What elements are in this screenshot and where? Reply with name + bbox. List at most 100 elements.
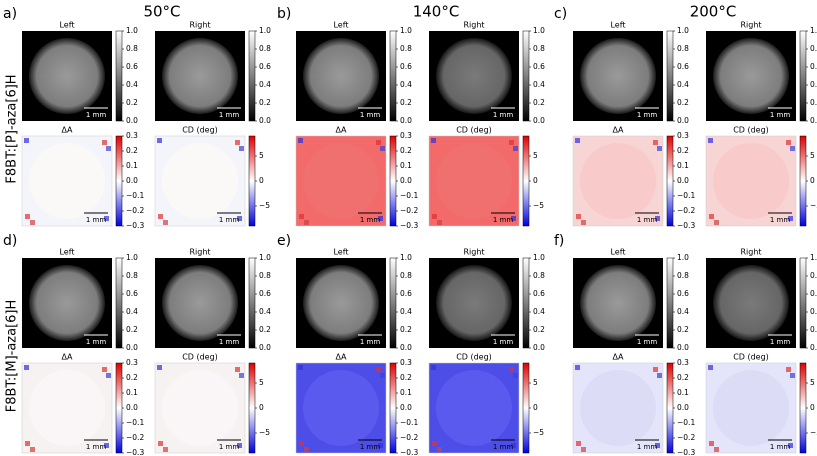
row-label: F8BT:[P]-aza[6]H [5,74,20,183]
scale-bar-label: 1 mm [86,443,106,451]
colorbar-tick-label: 1.0 [810,26,817,35]
colorbar-tick-label: 0.6 [533,289,545,298]
colorbar [115,135,123,227]
edge-pixel [513,146,518,151]
map-disc [162,143,238,219]
sample-disc [436,38,512,114]
colorbar [248,362,256,454]
colorbar-tick-label: 0.4 [259,80,271,89]
edge-pixel [163,447,168,452]
sample-disc [580,265,656,341]
scale-bar-label: 1 mm [493,216,513,224]
colorbar [522,257,530,349]
edge-pixel [431,138,436,143]
panels: F8BT:[P]-aza[6]H a) 50°C Left 1 mm 0.0 0.2 0.4 0… [3,3,817,456]
colorbar-tick-label: −0.1 [677,191,695,200]
scale-bar-label: 1 mm [637,111,657,119]
edge-pixel [714,447,719,452]
scale-bar-label: 1 mm [770,338,790,346]
colorbar-tick-label: −5 [533,201,544,210]
colorbar [799,30,807,122]
edge-pixel [788,216,793,221]
colorbar-tick-label: 1.0 [259,26,271,35]
image-title: Right [740,21,761,30]
colorbar-tick-label: −0.2 [400,433,418,442]
map-disc [162,370,238,446]
edge-pixel [25,441,30,446]
scale-bar-label: 1 mm [219,338,239,346]
image-title: CD (deg) [456,126,492,135]
colorbar-tick-label: 0 [533,176,538,185]
colorbar-tick-label: 0.8 [126,271,138,280]
colorbar-tick-label: 0.8 [677,271,689,280]
colorbar [522,30,530,122]
colorbar-tick-label: 1.0 [810,253,817,262]
colorbar-tick-label: 0.2 [126,373,138,382]
edge-pixel [437,220,442,225]
edge-pixel [24,138,29,143]
colorbar-tick-label: −0.2 [126,433,144,442]
scale-bar-label: 1 mm [360,111,380,119]
colorbar-tick-label: 0.8 [810,44,817,53]
edge-pixel [376,140,381,145]
image-title: Right [463,21,484,30]
colorbar-tick-label: 5 [533,151,538,160]
colorbar-tick-label: −5 [810,428,817,437]
map-disc [29,370,105,446]
colorbar-tick-label: 0.2 [810,98,817,107]
colorbar-tick-label: 0.3 [400,131,412,140]
colorbar-tick-label: 0.2 [677,373,689,382]
map-disc [580,370,656,446]
edge-pixel [786,367,791,372]
edge-pixel [511,443,516,448]
colorbar-tick-label: 0.6 [259,289,271,298]
colorbar-tick-label: 0.0 [400,176,412,185]
scale-bar-label: 1 mm [86,338,106,346]
colorbar-tick-label: −0.3 [400,448,418,456]
edge-pixel [299,214,304,219]
edge-pixel [304,447,309,452]
edge-pixel [239,146,244,151]
colorbar-tick-label: 1.0 [677,253,689,262]
edge-pixel [298,365,303,370]
edge-pixel [655,216,660,221]
scale-bar-label: 1 mm [770,216,790,224]
colorbar-tick-label: 0.0 [533,343,545,352]
colorbar-tick-label: 0 [259,403,264,412]
colorbar-tick-label: 0.0 [810,343,817,352]
colorbar [115,257,123,349]
image-title: ΔA [613,126,624,135]
colorbar-tick-label: 0.6 [126,289,138,298]
edge-pixel [653,140,658,145]
sample-disc [162,38,238,114]
colorbar-tick-label: 0.4 [677,307,689,316]
colorbar [248,30,256,122]
colorbar-tick-label: 0.2 [259,98,271,107]
scale-bar-label: 1 mm [493,111,513,119]
colorbar-tick-label: 0.8 [400,44,412,53]
edge-pixel [432,214,437,219]
colorbar [248,257,256,349]
colorbar-tick-label: 0.8 [677,44,689,53]
map-disc [29,143,105,219]
colorbar-tick-label: 0.4 [810,80,817,89]
image-title: Right [740,248,761,257]
colorbar-tick-label: 0.6 [677,62,689,71]
panel-label: d) [3,233,17,249]
colorbar-tick-label: −0.1 [400,191,418,200]
edge-pixel [157,138,162,143]
colorbar-tick-label: 0.1 [126,388,138,397]
colorbar [666,257,674,349]
colorbar-tick-label: 0.8 [810,271,817,280]
edge-pixel [581,447,586,452]
panel-label: b) [277,6,291,22]
image-title: Right [189,248,210,257]
colorbar-tick-label: 0.4 [259,307,271,316]
colorbar [248,135,256,227]
colorbar-tick-label: −5 [533,428,544,437]
colorbar-tick-label: 0.0 [400,343,412,352]
colorbar-tick-label: 1.0 [126,26,138,35]
colorbar-tick-label: 0.2 [126,98,138,107]
colorbar-tick-label: 0.2 [126,146,138,155]
